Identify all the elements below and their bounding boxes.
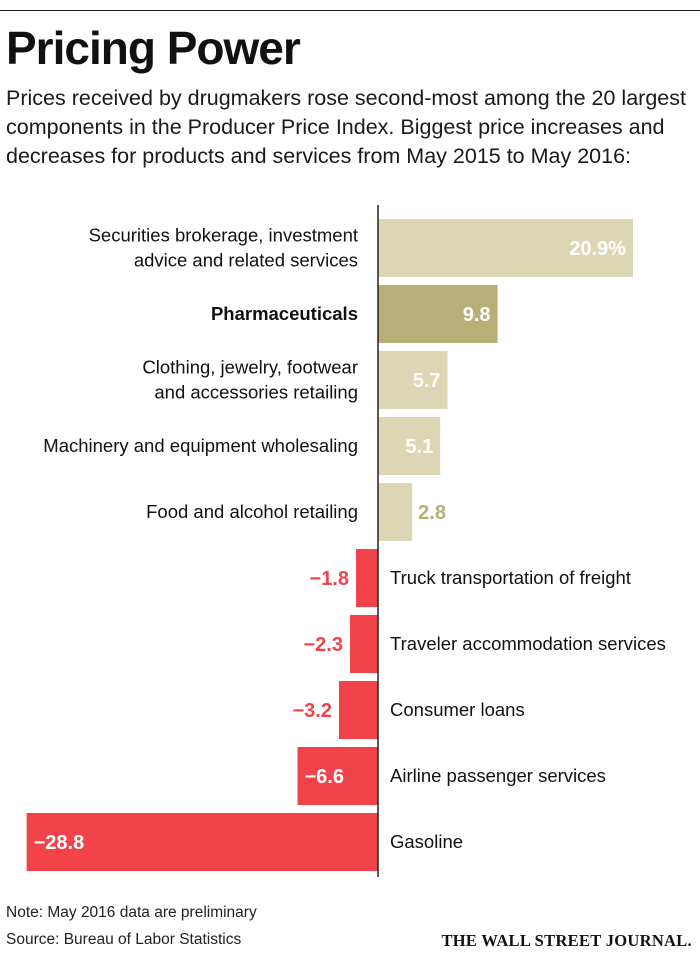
bar-2 — [378, 351, 448, 409]
bar-4 — [378, 483, 413, 541]
footnote: Note: May 2016 data are preliminary — [6, 904, 257, 921]
category-label-2: Clothing, jewelry, footwear and accessori… — [142, 357, 358, 403]
category-label-7: Consumer loans — [390, 699, 525, 720]
value-label-7: −3.2 — [292, 700, 331, 722]
category-label-6: Traveler accommodation services — [390, 633, 666, 654]
category-label-0: Securities brokerage, investment advice a… — [89, 225, 358, 271]
bar-8 — [297, 747, 378, 805]
category-label-3: Machinery and equipment wholesaling — [43, 435, 358, 456]
top-rule — [0, 10, 700, 11]
chart-title: Pricing Power — [6, 22, 301, 74]
bar-3 — [378, 417, 441, 475]
value-label-0: 20.9% — [569, 238, 626, 260]
bar-0 — [378, 219, 633, 277]
category-label-8: Airline passenger services — [390, 765, 606, 786]
category-label-5: Truck transportation of freight — [390, 567, 631, 588]
value-label-6: −2.3 — [303, 634, 342, 656]
bar-chart: 20.9% Securities brokerage, investment adv… — [26, 205, 666, 877]
chart-subtitle: Prices received by drugmakers rose secon… — [6, 86, 686, 168]
value-label-4: 2.8 — [418, 502, 446, 524]
source-line: Source: Bureau of Labor Statistics — [6, 931, 242, 948]
value-label-3: 5.1 — [405, 436, 433, 458]
value-label-9: −28.8 — [34, 832, 85, 854]
bar-1 — [378, 285, 498, 343]
bar-6 — [349, 615, 378, 673]
value-label-8: −6.6 — [304, 766, 343, 788]
value-label-2: 5.7 — [413, 370, 441, 392]
bar-5 — [356, 549, 378, 607]
category-label-1: Pharmaceuticals — [211, 303, 358, 324]
value-label-5: −1.8 — [310, 568, 349, 590]
category-label-4: Food and alcohol retailing — [146, 501, 358, 522]
bar-7 — [338, 681, 378, 739]
bar-9 — [26, 813, 378, 871]
value-label-1: 9.8 — [463, 304, 491, 326]
category-label-9: Gasoline — [390, 831, 463, 852]
publisher-logo: THE WALL STREET JOURNAL. — [441, 931, 692, 950]
